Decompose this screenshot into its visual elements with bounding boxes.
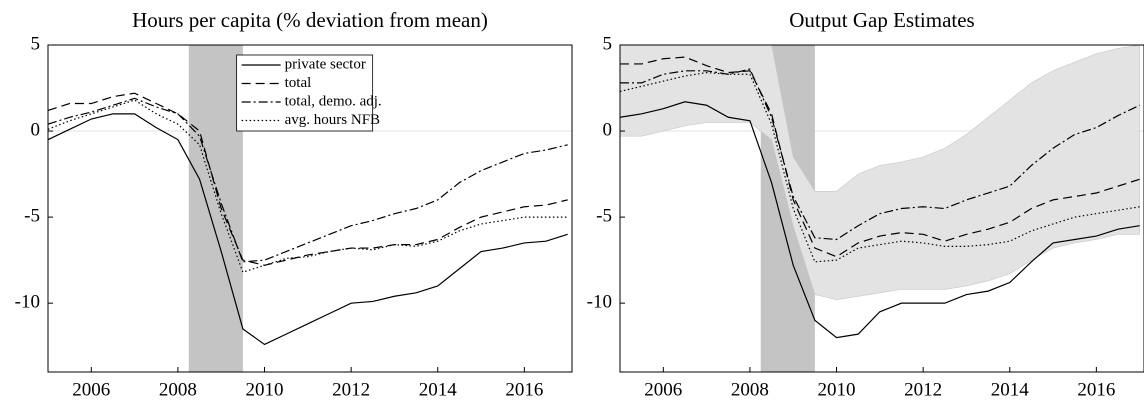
legend-label: total, demo. adj. xyxy=(285,93,382,109)
y-tick-label: -5 xyxy=(24,205,40,226)
x-tick-label: 2006 xyxy=(644,379,682,400)
series-line xyxy=(620,68,1140,241)
y-tick-label: -10 xyxy=(587,292,612,313)
confidence-band xyxy=(620,45,1140,301)
legend-label: private sector xyxy=(285,56,366,72)
y-tick-label: 0 xyxy=(603,119,613,140)
legend-label: total xyxy=(285,75,312,91)
x-tick-label: 2008 xyxy=(731,379,769,400)
legend-box xyxy=(236,54,374,132)
y-tick-label: 5 xyxy=(31,33,41,54)
x-tick-label: 2012 xyxy=(332,379,370,400)
x-tick-label: 2008 xyxy=(159,379,197,400)
chart-title: Hours per capita (% deviation from mean) xyxy=(132,8,488,32)
x-tick-label: 2016 xyxy=(1077,379,1115,400)
x-tick-label: 2010 xyxy=(246,379,284,400)
y-tick-label: -10 xyxy=(15,292,40,313)
series-line xyxy=(48,97,568,263)
series-line xyxy=(620,101,1140,339)
y-tick-label: 0 xyxy=(31,119,41,140)
x-tick-label: 2014 xyxy=(419,379,458,400)
axes-frame xyxy=(47,44,573,373)
plot-area xyxy=(48,45,572,372)
x-tick-label: 2014 xyxy=(991,379,1030,400)
y-tick-label: 5 xyxy=(603,33,613,54)
x-tick-label: 2016 xyxy=(505,379,543,400)
series-line xyxy=(620,71,1140,263)
x-tick-label: 2010 xyxy=(818,379,856,400)
series-line xyxy=(48,92,568,266)
x-tick-label: 2006 xyxy=(72,379,110,400)
legend-label: avg. hours NFB xyxy=(285,112,380,128)
series-line xyxy=(48,99,568,273)
plot-area xyxy=(620,45,1144,372)
x-tick-label: 2012 xyxy=(904,379,942,400)
y-tick-label: -5 xyxy=(596,205,612,226)
series-line xyxy=(48,113,568,346)
chart-title: Output Gap Estimates xyxy=(789,8,974,32)
recession-shade xyxy=(188,45,243,372)
series-line xyxy=(620,56,1140,258)
axes-frame xyxy=(619,44,1144,373)
